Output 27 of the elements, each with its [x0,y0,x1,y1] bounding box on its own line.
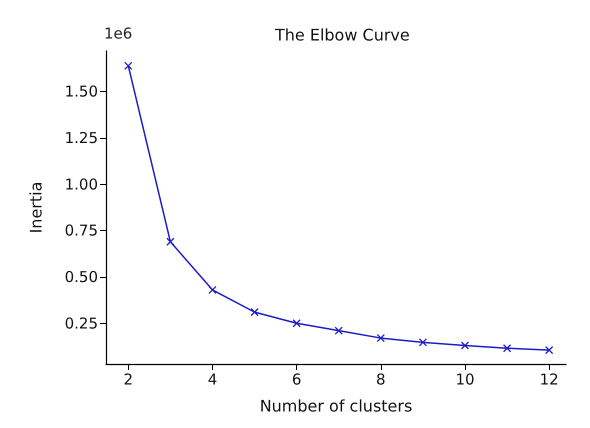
point [292,319,301,328]
point [418,338,428,346]
point [334,326,343,335]
x-tick-label: 2 [124,370,134,388]
y-tick-label: 0.75 [64,222,98,240]
x-tick-label: 8 [376,370,386,388]
point [208,286,217,294]
y-tick-label: 0.25 [64,314,98,332]
point [376,334,385,342]
text: 1e6 [104,24,132,42]
point [124,62,132,70]
x-axis-title: Number of clusters [260,396,412,416]
point [460,341,470,350]
y-tick-label: 1.50 [64,82,98,101]
x-tick-label: 4 [208,370,218,388]
y-tick-label: 1.00 [64,175,98,194]
y-axis-title: Inertia [26,182,46,234]
y-tick-label: 1.25 [64,129,98,148]
point [166,238,175,246]
point [545,346,554,354]
x-tick-label: 10 [455,370,475,388]
point [250,308,259,316]
y-tick-label: 0.50 [64,268,98,286]
x-tick-label: 12 [540,370,559,388]
chart-title: The Elbow Curve [274,26,410,44]
point [502,344,512,352]
x-tick-label: 6 [292,370,302,388]
